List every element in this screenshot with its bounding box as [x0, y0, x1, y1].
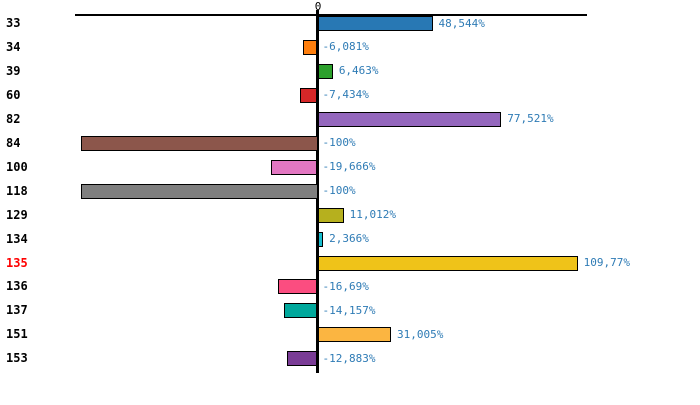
category-label-82: 82: [6, 111, 21, 126]
bar-84: [80, 135, 318, 151]
value-label-118: -100%: [322, 184, 356, 198]
bar-137: [283, 303, 318, 319]
value-label-153: -12,883%: [322, 351, 376, 365]
value-label-84: -100%: [322, 136, 356, 150]
value-label-136: -16,69%: [322, 279, 369, 293]
category-label-84: 84: [6, 135, 21, 150]
zero-axis-line: [316, 10, 319, 373]
category-label-137: 137: [6, 303, 28, 318]
value-label-34: -6,081%: [322, 40, 369, 54]
category-label-135: 135: [6, 255, 28, 270]
bar-34: [303, 39, 318, 55]
top-axis-line: [75, 14, 587, 16]
value-label-151: 31,005%: [396, 327, 444, 341]
value-label-137: -14,157%: [322, 303, 376, 317]
bar-153: [286, 351, 318, 367]
bar-33: [317, 16, 433, 31]
category-label-134: 134: [6, 231, 28, 246]
bar-118: [80, 183, 318, 199]
category-label-34: 34: [6, 39, 21, 54]
category-label-39: 39: [6, 63, 21, 78]
bar-151: [317, 327, 391, 343]
value-label-135: 109,77%: [583, 256, 630, 269]
bar-136: [277, 279, 318, 295]
category-label-136: 136: [6, 279, 28, 294]
category-label-118: 118: [6, 183, 28, 198]
value-label-134: 2,366%: [329, 232, 369, 246]
category-label-100: 100: [6, 159, 28, 174]
bar-129: [317, 207, 344, 223]
category-label-129: 129: [6, 207, 28, 222]
bar-82: [317, 111, 502, 127]
bar-100: [270, 159, 318, 175]
value-label-100: -19,666%: [322, 160, 376, 174]
value-label-60: -7,434%: [322, 88, 369, 102]
bar-60: [299, 87, 318, 103]
value-label-129: 11,012%: [349, 208, 396, 222]
value-label-82: 77,521%: [507, 112, 554, 126]
bar-39: [317, 63, 333, 79]
category-label-60: 60: [6, 87, 21, 102]
bar-134: [317, 231, 324, 247]
bar-135: [317, 255, 578, 271]
category-label-151: 151: [6, 327, 28, 342]
category-label-153: 153: [6, 351, 28, 366]
value-label-39: 6,463%: [338, 64, 379, 78]
zero-axis-label: 0: [314, 0, 322, 13]
value-label-33: 48,544%: [438, 16, 485, 30]
category-label-33: 33: [6, 16, 21, 30]
